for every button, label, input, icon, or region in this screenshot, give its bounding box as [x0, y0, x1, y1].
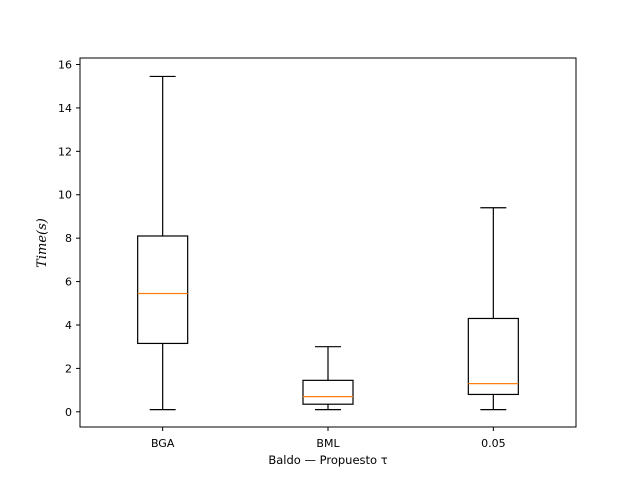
- x-axis-label: Baldo — Propuesto τ: [268, 453, 387, 467]
- iqr-box: [137, 235, 189, 345]
- y-tick-label: 8: [65, 232, 72, 245]
- x-axis: BGA BML 0.05: [151, 427, 506, 450]
- y-tick-label: 10: [58, 189, 72, 202]
- y-tick-label: 14: [58, 102, 72, 115]
- x-tick-label: BGA: [151, 437, 175, 450]
- plot-frame: [79, 57, 577, 428]
- box-bml: [302, 346, 354, 411]
- box-bga: [137, 75, 189, 411]
- iqr-box: [302, 379, 354, 405]
- boxes-layer: [137, 75, 519, 411]
- iqr-box: [467, 317, 519, 396]
- x-tick-label: 0.05: [481, 437, 506, 450]
- y-tick-label: 6: [65, 276, 72, 289]
- y-tick-label: 12: [58, 145, 72, 158]
- y-tick-label: 4: [65, 319, 72, 332]
- y-tick-label: 16: [58, 59, 72, 72]
- y-tick-label: 2: [65, 362, 72, 375]
- box-0-05: [467, 207, 519, 411]
- y-axis: 0 2 4 6 8 10 12 14 16: [58, 59, 80, 419]
- x-tick-label: BML: [316, 437, 340, 450]
- y-tick-label: 0: [65, 406, 72, 419]
- y-axis-label: Time(s): [35, 218, 50, 268]
